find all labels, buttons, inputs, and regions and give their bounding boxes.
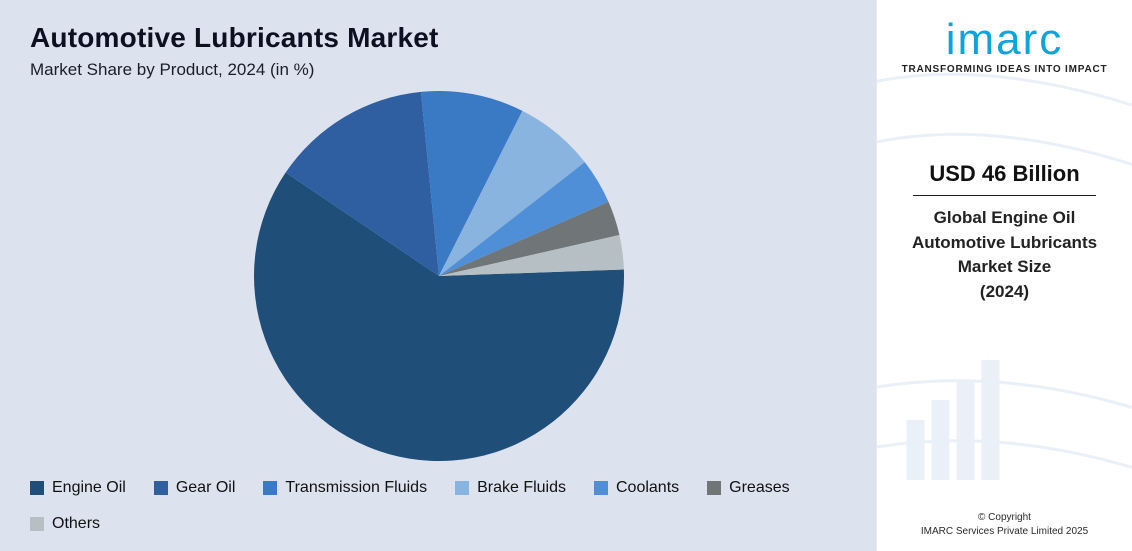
chart-subtitle: Market Share by Product, 2024 (in %)	[30, 60, 848, 80]
legend-swatch	[263, 481, 277, 495]
legend-swatch	[30, 481, 44, 495]
legend-swatch	[707, 481, 721, 495]
stat-label: Global Engine Oil Automotive Lubricants …	[891, 206, 1118, 305]
brand: imarc TRANSFORMING IDEAS INTO IMPACT	[902, 18, 1108, 75]
legend-swatch	[30, 517, 44, 531]
legend-item: Engine Oil	[30, 479, 126, 497]
chart-panel: Automotive Lubricants Market Market Shar…	[0, 0, 876, 551]
legend-swatch	[154, 481, 168, 495]
brand-logo: imarc	[902, 18, 1108, 62]
copyright-line-2: IMARC Services Private Limited 2025	[877, 525, 1132, 539]
legend-item: Others	[30, 515, 100, 533]
chart-title: Automotive Lubricants Market	[30, 22, 848, 54]
legend-label: Greases	[729, 479, 789, 497]
legend-swatch	[455, 481, 469, 495]
legend-item: Greases	[707, 479, 789, 497]
sidebar: imarc TRANSFORMING IDEAS INTO IMPACT USD…	[876, 0, 1132, 551]
legend-item: Coolants	[594, 479, 679, 497]
pie-chart	[254, 91, 624, 461]
legend-label: Engine Oil	[52, 479, 126, 497]
copyright: © Copyright IMARC Services Private Limit…	[877, 511, 1132, 539]
brand-tagline: TRANSFORMING IDEAS INTO IMPACT	[902, 64, 1108, 75]
legend-label: Transmission Fluids	[285, 479, 427, 497]
page: Automotive Lubricants Market Market Shar…	[0, 0, 1132, 551]
stat-value: USD 46 Billion	[913, 161, 1096, 196]
legend-label: Others	[52, 515, 100, 533]
copyright-line-1: © Copyright	[877, 511, 1132, 525]
legend-swatch	[594, 481, 608, 495]
stat-block: USD 46 Billion Global Engine Oil Automot…	[891, 161, 1118, 305]
legend-label: Coolants	[616, 479, 679, 497]
pie-container	[30, 80, 848, 471]
legend-item: Brake Fluids	[455, 479, 566, 497]
legend-label: Brake Fluids	[477, 479, 566, 497]
legend-item: Gear Oil	[154, 479, 236, 497]
legend: Engine Oil Gear Oil Transmission Fluids Bra…	[30, 471, 848, 533]
legend-label: Gear Oil	[176, 479, 236, 497]
legend-item: Transmission Fluids	[263, 479, 427, 497]
